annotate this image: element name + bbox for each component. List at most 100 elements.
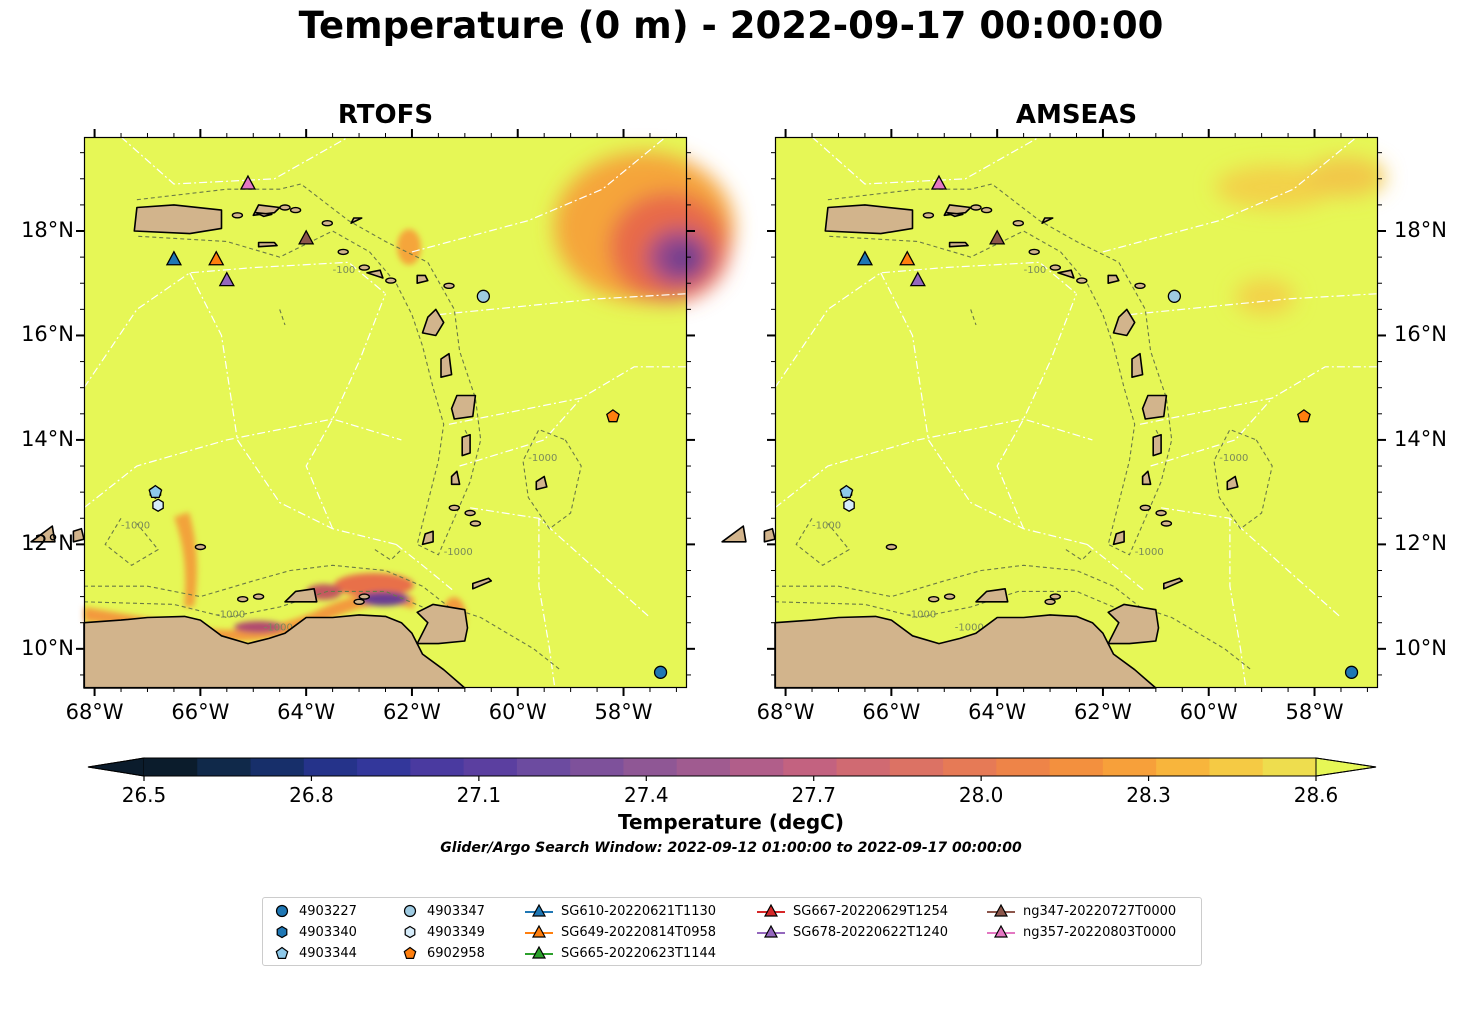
land-martinique (1141, 394, 1168, 420)
legend-item: 6902958 (401, 943, 485, 963)
land-stlucia (461, 433, 471, 457)
land-stkitts (1057, 269, 1075, 279)
colorbar-tick-label: 28.0 (958, 783, 1004, 807)
platform-marker-SG649-20220814T0958[interactable] (899, 250, 916, 266)
lat-tick-label-left: 14°N (21, 426, 74, 451)
land-stvincent (450, 470, 461, 486)
legend-label: 4903227 (299, 903, 357, 919)
land-curacao (721, 525, 747, 543)
legend-marker-icon (987, 924, 1015, 938)
colorbar-label: Temperature (degC) (618, 810, 844, 834)
lat-tick-label-right: 18°N (1394, 218, 1447, 242)
legend-label: 4903340 (299, 924, 357, 940)
platform-marker-4903227[interactable] (1344, 665, 1359, 679)
land-layer (30, 204, 548, 689)
legend-marker-icon (757, 924, 785, 938)
legend-label: 4903344 (299, 945, 357, 961)
lat-tick-label-right: 12°N (1394, 531, 1447, 556)
platform-marker-SG678-20220622T1240[interactable] (909, 271, 926, 287)
contour-label: -1000 (264, 623, 293, 634)
legend-label: SG667-20220629T1254 (793, 903, 949, 919)
land-tobago (1163, 577, 1184, 590)
lon-tick-label-rtofs: 60°W (488, 700, 547, 724)
legend: 4903227 4903340 4903344 4903347 4903349 69029… (262, 897, 1202, 966)
contour-label: -1000 (216, 610, 245, 621)
colorbar (87, 757, 1377, 781)
legend-label: ng357-20220803T0000 (1023, 924, 1177, 940)
platform-marker-SG678-20220622T1240[interactable] (218, 271, 235, 287)
lat-tick-label-left: 12°N (21, 531, 74, 556)
land-barbados (1226, 475, 1239, 491)
lat-tick-label-right: 14°N (1394, 426, 1447, 451)
lon-tick-label-amseas: 58°W (1285, 700, 1344, 724)
platform-marker-4903349[interactable] (843, 498, 855, 512)
legend-item: ng347-20220727T0000 (987, 901, 1176, 921)
lat-tick-label-right: 16°N (1394, 322, 1447, 347)
legend-label: SG610-20220621T1130 (561, 903, 717, 919)
land-antigua (416, 274, 429, 284)
legend-marker-icon (987, 903, 1015, 917)
map-panel-rtofs[interactable]: -100 -1000 -1000 -1000 -1000 -1000 (30, 129, 734, 696)
land-vi2 (946, 211, 964, 218)
land-stcroix (948, 241, 969, 248)
platform-marker-4903349[interactable] (152, 498, 164, 512)
platform-marker-4903347[interactable] (476, 289, 491, 303)
map-panel-amseas[interactable]: -100 -1000 -1000 -1000 -1000 -1000 (721, 129, 1386, 696)
legend-marker-icon (276, 925, 288, 939)
platform-marker-SG610-20220621T1130[interactable] (856, 250, 874, 266)
colorbar-tick-label: 28.6 (1293, 783, 1339, 807)
contour-label: -1000 (1219, 453, 1248, 464)
contour-label: -1000 (907, 610, 936, 621)
legend-label: 4903349 (427, 924, 485, 940)
legend-item: 4903349 (401, 922, 485, 942)
land-venezuela (774, 614, 1157, 689)
land-anguilla (1041, 217, 1054, 224)
legend-marker-icon (404, 925, 416, 939)
colorbar-tick-label: 27.4 (624, 783, 669, 807)
land-stvincent (1141, 470, 1152, 486)
platform-marker-4903344[interactable] (148, 484, 163, 499)
legend-marker-icon (275, 904, 289, 918)
lon-tick-label-amseas: 62°W (1073, 700, 1132, 724)
legend-marker-icon (525, 903, 553, 917)
contour-label: -100 (1024, 265, 1047, 276)
platform-marker-6902958[interactable] (1297, 409, 1311, 423)
land-anguilla (350, 217, 363, 224)
land-martinique (450, 394, 477, 420)
lon-tick-label-rtofs: 62°W (382, 700, 441, 724)
land-grenada (421, 530, 434, 546)
platform-marker-ng357-20220803T0000[interactable] (930, 174, 948, 190)
search-window-caption: Glider/Argo Search Window: 2022-09-12 01… (440, 840, 1022, 856)
platform-marker-ng347-20220727T0000[interactable] (989, 229, 1006, 245)
land-dominica (440, 352, 453, 378)
platform-marker-SG649-20220814T0958[interactable] (208, 250, 225, 266)
lon-tick-label-amseas: 68°W (756, 700, 815, 724)
platform-marker-4903347[interactable] (1167, 289, 1182, 303)
colorbar-tick-label: 27.7 (791, 783, 836, 807)
land-puertorico (824, 204, 914, 235)
legend-item: SG665-20220623T1144 (525, 943, 716, 963)
land-guadeloupe (1112, 308, 1136, 337)
lat-tick-label-right: 10°N (1394, 635, 1447, 660)
land-puertorico (133, 204, 223, 235)
legend-label: SG665-20220623T1144 (561, 945, 717, 961)
platform-marker-4903344[interactable] (839, 484, 854, 499)
legend-item: 4903340 (273, 922, 357, 942)
legend-marker-icon (403, 904, 417, 918)
legend-label: 6902958 (427, 945, 485, 961)
land-trinidad (416, 603, 469, 645)
platform-marker-4903227[interactable] (653, 665, 668, 679)
platform-marker-ng347-20220727T0000[interactable] (298, 229, 315, 245)
lon-tick-label-amseas: 60°W (1179, 700, 1238, 724)
land-venezuela (83, 614, 466, 689)
platform-marker-ng357-20220803T0000[interactable] (239, 174, 257, 190)
legend-item: SG678-20220622T1240 (757, 922, 948, 942)
platform-marker-6902958[interactable] (606, 409, 620, 423)
platform-marker-SG610-20220621T1130[interactable] (165, 250, 183, 266)
land-antigua (1107, 274, 1120, 284)
lat-tick-label-left: 16°N (21, 322, 74, 347)
land-dominica (1131, 352, 1144, 378)
contour-label: -1000 (955, 623, 984, 634)
contour-label: -1000 (528, 453, 557, 464)
land-tobago (472, 577, 493, 590)
